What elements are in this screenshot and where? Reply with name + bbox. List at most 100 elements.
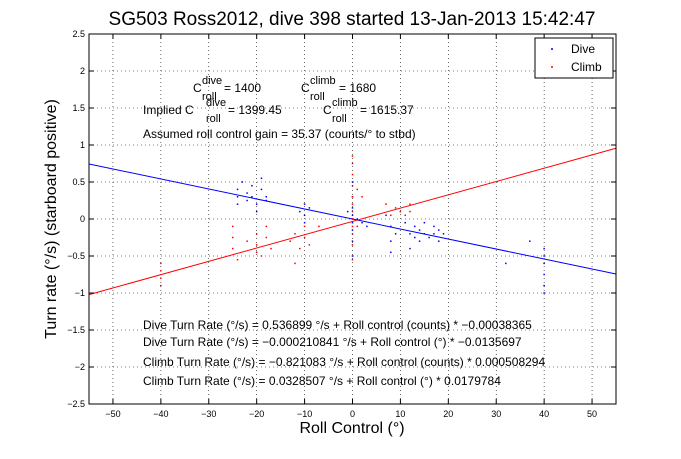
climb-point xyxy=(231,225,234,228)
dive-point xyxy=(246,199,248,202)
chart-title: SG503 Ross2012, dive 398 started 13-Jan-… xyxy=(109,9,596,30)
dive-point xyxy=(543,284,545,287)
dive-point xyxy=(351,181,354,183)
dive-point xyxy=(366,225,368,228)
dive-point xyxy=(390,251,392,254)
x-tick-label: −30 xyxy=(201,409,216,419)
climb-point xyxy=(356,188,359,191)
annotation-equations: Dive Turn Rate (°/s) = 0.536899 °/s + Ro… xyxy=(143,318,545,388)
dive-point xyxy=(255,210,258,213)
climb-point xyxy=(361,196,363,198)
x-axis-ticks: −50 −40 −30 −20 −10 0 10 20 30 40 50 xyxy=(105,34,597,419)
dive-point xyxy=(265,196,268,198)
y-tick-label: −1.5 xyxy=(67,325,85,335)
dive-point xyxy=(356,218,359,220)
climb-point xyxy=(351,184,354,187)
dive-point xyxy=(423,221,426,224)
y-axis-label: Turn rate (°/s) (starboard positive) xyxy=(43,99,60,339)
roll-gain-text: Assumed roll control gain = 35.37 (count… xyxy=(143,127,416,141)
climb-point xyxy=(351,218,354,220)
climb-point xyxy=(231,247,234,250)
climb-point xyxy=(351,162,354,165)
x-tick-label: 0 xyxy=(350,409,355,419)
c-dive-label: C xyxy=(193,81,202,95)
y-tick-label: 0.5 xyxy=(72,177,85,187)
climb-point xyxy=(351,258,354,261)
dive-point xyxy=(390,225,392,228)
dive-point xyxy=(303,203,306,205)
dive-point xyxy=(404,221,406,224)
implied-dive-value: = 1399.45 xyxy=(228,103,282,117)
c-dive-sub: roll xyxy=(202,91,217,103)
climb-point xyxy=(265,236,268,239)
climb-point xyxy=(160,270,162,272)
implied-climb-value: = 1615.37 xyxy=(360,103,414,117)
dive-point xyxy=(505,262,507,265)
dive-point xyxy=(241,181,244,183)
legend: Dive Climb xyxy=(534,37,614,79)
c-dive-value: = 1400 xyxy=(224,81,261,95)
dive-point xyxy=(361,221,363,224)
dive-point xyxy=(236,196,239,198)
equation-climb-counts: Climb Turn Rate (°/s) = −0.821083 °/s + … xyxy=(143,355,545,369)
x-tick-label: −20 xyxy=(249,409,264,419)
y-tick-label: 1.5 xyxy=(72,103,85,113)
implied-dive-sup: dive xyxy=(206,97,226,109)
dive-point xyxy=(390,240,392,242)
dive-point xyxy=(418,229,421,231)
dive-point xyxy=(308,207,311,209)
grid-lines xyxy=(89,34,616,404)
climb-fit-line xyxy=(88,147,617,296)
climb-point xyxy=(351,203,354,205)
y-axis-ticks: −2.5 −2 −1.5 −1 −0.5 0 0.5 1 1.5 2 2.5 xyxy=(67,29,616,409)
legend-label-dive: Dive xyxy=(571,42,595,56)
dive-point xyxy=(529,240,531,242)
x-tick-label: −50 xyxy=(105,409,120,419)
climb-point xyxy=(160,284,162,287)
dive-point xyxy=(299,210,301,213)
climb-point xyxy=(294,262,296,265)
dive-point xyxy=(442,233,445,235)
climb-point xyxy=(265,225,268,228)
x-tick-label: −40 xyxy=(153,409,168,419)
climb-point xyxy=(351,155,354,157)
climb-point xyxy=(303,236,306,239)
dive-point xyxy=(351,207,354,209)
climb-point xyxy=(356,225,359,228)
c-climb-sub: roll xyxy=(310,91,325,103)
dive-point xyxy=(414,236,416,239)
dive-point xyxy=(255,203,258,205)
climb-point xyxy=(160,262,162,265)
dive-point xyxy=(351,221,354,224)
c-climb-sup: climb xyxy=(310,75,336,87)
dive-point xyxy=(265,199,268,202)
dive-point xyxy=(437,240,440,242)
legend-box xyxy=(534,37,614,79)
dive-point xyxy=(414,225,416,228)
climb-point xyxy=(255,244,258,246)
dive-point xyxy=(351,255,354,257)
y-tick-label: 0 xyxy=(80,214,85,224)
x-axis-label: Roll Control (°) xyxy=(299,420,404,437)
climb-point xyxy=(231,236,234,239)
climb-point xyxy=(390,214,392,217)
dive-point xyxy=(428,236,430,239)
climb-point xyxy=(409,210,411,213)
climb-point xyxy=(255,233,258,235)
climb-point xyxy=(294,233,296,235)
dive-point xyxy=(251,196,253,198)
climb-point xyxy=(299,247,301,250)
x-tick-label: 20 xyxy=(443,409,453,419)
dive-point xyxy=(351,229,354,231)
equation-dive-counts: Dive Turn Rate (°/s) = 0.536899 °/s + Ro… xyxy=(143,318,532,332)
annotation-c-roll: C dive roll = 1400 C climb roll = 1680 I… xyxy=(143,75,416,141)
y-tick-label: −2 xyxy=(75,362,85,372)
legend-marker-climb xyxy=(551,66,553,68)
y-tick-label: 2 xyxy=(80,66,85,76)
dive-point xyxy=(394,233,397,235)
climb-point xyxy=(289,240,291,242)
y-tick-label: −1 xyxy=(75,288,85,298)
climb-point xyxy=(351,196,354,198)
dive-point xyxy=(236,203,239,205)
